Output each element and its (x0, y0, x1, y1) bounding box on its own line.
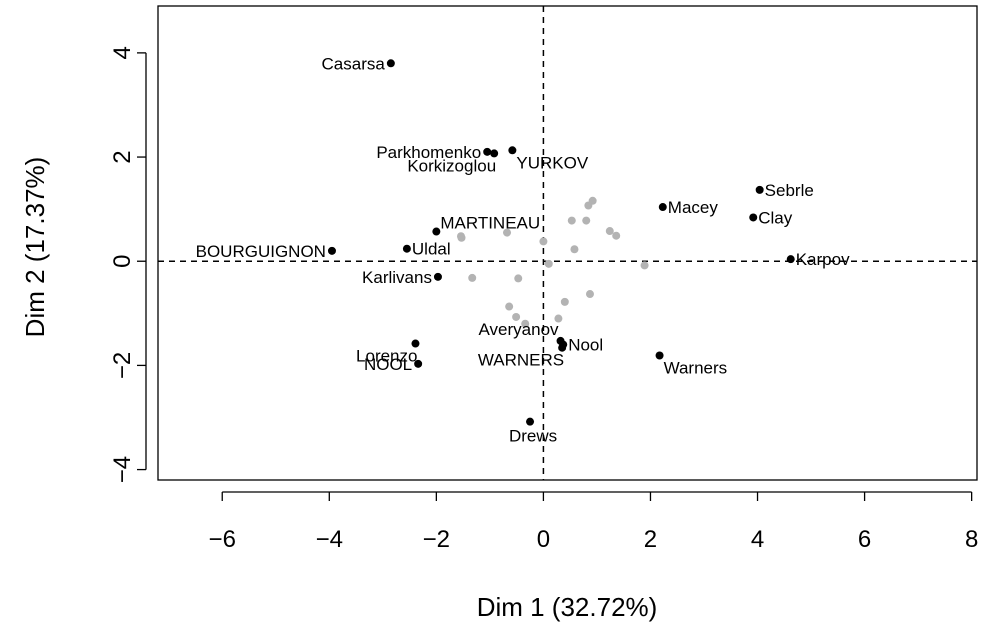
unlabeled-point (612, 231, 621, 240)
point-label: Nool (568, 336, 603, 355)
point-label: Warners (664, 359, 728, 378)
point-label: Averyanov (479, 320, 560, 339)
unlabeled-point (585, 290, 594, 299)
unlabeled-point (539, 237, 548, 246)
point-label: Drews (509, 427, 557, 446)
labeled-point (402, 244, 411, 253)
labeled-point (658, 203, 667, 212)
unlabeled-point (582, 216, 591, 225)
labeled-points (327, 59, 795, 426)
point-label: Parkhomenko (376, 143, 481, 162)
labeled-point (490, 149, 499, 158)
y-tick-label: 4 (109, 46, 136, 59)
labeled-point (526, 417, 535, 426)
unlabeled-points (456, 196, 649, 328)
x-tick-label: −2 (423, 526, 450, 553)
x-tick-label: −6 (209, 526, 236, 553)
unlabeled-point (584, 201, 593, 210)
point-label: Sebrle (765, 181, 814, 200)
unlabeled-point (521, 319, 530, 328)
point-label: Macey (668, 198, 719, 217)
x-axis-title: Dim 1 (32.72%) (477, 592, 658, 622)
plot-border (157, 5, 978, 481)
unlabeled-point (567, 216, 576, 225)
unlabeled-point (503, 228, 512, 237)
labeled-point (749, 213, 758, 222)
labeled-point (327, 246, 336, 255)
unlabeled-point (505, 302, 514, 311)
point-label: MARTINEAU (440, 214, 540, 233)
labeled-point (414, 359, 423, 368)
point-label: Casarsa (322, 54, 386, 73)
labeled-point (483, 147, 492, 156)
x-tick-label: 6 (858, 526, 871, 553)
unlabeled-point (640, 261, 649, 270)
labeled-point (411, 339, 420, 348)
y-tick-label: 2 (109, 150, 136, 163)
y-axis-title: Dim 2 (17.37%) (20, 157, 50, 338)
unlabeled-point (605, 227, 614, 236)
unlabeled-point (554, 314, 563, 323)
y-tick-label: −2 (109, 352, 136, 379)
labeled-point (432, 227, 441, 236)
point-label: BOURGUIGNON (196, 242, 326, 261)
unlabeled-point (544, 259, 553, 268)
x-tick-label: −4 (316, 526, 343, 553)
labeled-point (755, 185, 764, 194)
labeled-point (386, 59, 395, 68)
x-tick-label: 2 (644, 526, 657, 553)
point-label: WARNERS (478, 351, 564, 370)
point-label: Korkizoglou (407, 156, 496, 175)
x-axis: −6 −4 −2 0 2 4 6 8 (209, 491, 978, 553)
point-label: Clay (758, 208, 793, 227)
unlabeled-point (560, 297, 569, 306)
labeled-point (786, 255, 795, 264)
y-tick-label: −4 (109, 456, 136, 483)
reference-lines (158, 6, 977, 480)
point-label: NOOL (364, 355, 412, 374)
x-tick-label: 4 (751, 526, 764, 553)
x-tick-label: 8 (965, 526, 978, 553)
x-tick-label: 0 (537, 526, 550, 553)
unlabeled-point (570, 245, 579, 254)
y-axis: −4 −2 0 2 4 (109, 46, 147, 483)
labeled-point (655, 351, 664, 360)
unlabeled-point (514, 274, 523, 283)
unlabeled-point (456, 232, 465, 241)
unlabeled-point (512, 312, 521, 321)
labeled-point (433, 272, 442, 281)
labeled-point (508, 146, 517, 155)
unlabeled-point (468, 273, 477, 282)
labeled-point (558, 343, 567, 352)
point-label: Karlivans (362, 268, 432, 287)
plot-frame (157, 5, 978, 481)
point-label: Lorenzo (356, 347, 417, 366)
point-label: Karpov (796, 250, 850, 269)
point-label: Uldal (412, 240, 451, 259)
point-label: YURKOV (516, 153, 588, 172)
y-tick-label: 0 (109, 255, 136, 268)
